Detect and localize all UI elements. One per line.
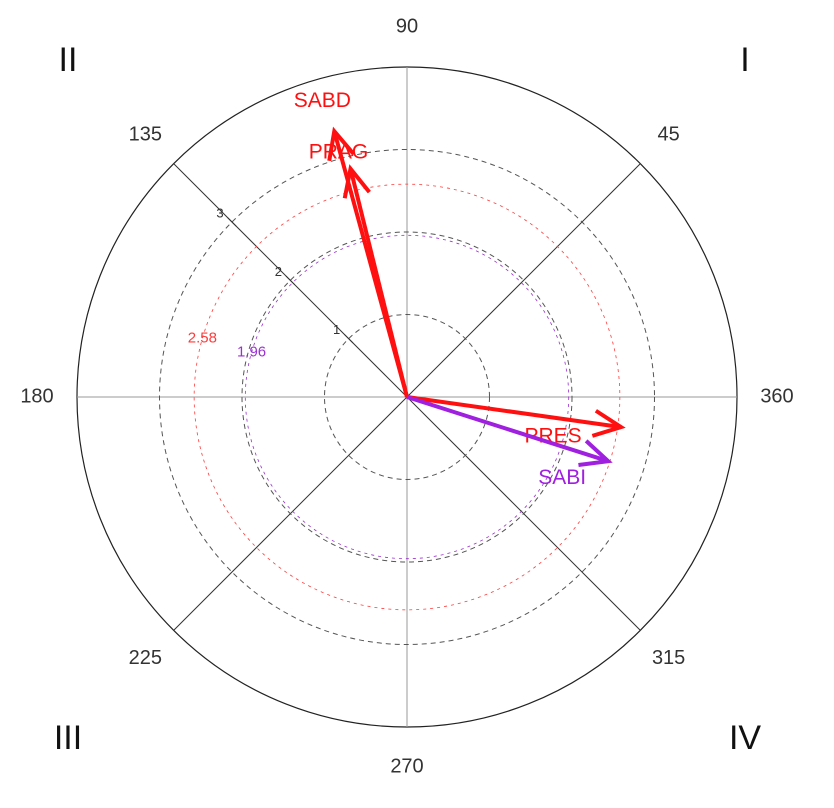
quadrant-label: II [59,41,78,79]
quadrant-label: I [740,41,749,79]
radial-tick [227,217,237,227]
vector-label: SABI [538,466,586,489]
angle-label: 180 [20,385,53,407]
angle-label: 45 [658,124,680,146]
vector-label: PRAG [309,140,369,163]
quadrant-label: III [54,719,82,757]
angle-label: 225 [129,647,162,669]
radial-tick [344,334,354,344]
arrowhead [578,439,613,468]
radial-tick-label: 3 [216,205,223,220]
threshold-circle [193,183,621,611]
angle-label: 90 [396,15,418,37]
vector-label: SABD [294,89,351,112]
vector-label: PRES [524,425,581,448]
vector [406,395,609,464]
radial-grid [241,231,573,563]
angle-label: 360 [760,385,793,407]
angle-label: 315 [652,647,685,669]
threshold-circle [244,234,570,560]
arrowhead [342,164,371,199]
vector [406,395,622,430]
arrowhead [327,126,356,162]
spoke [406,163,641,398]
arrowhead [591,409,626,438]
vector [348,168,409,398]
radial-tick-label: 1 [333,322,340,337]
radial-tick [285,275,295,285]
quadrant-label: IV [729,719,761,757]
threshold-label: 1.96 [237,343,266,360]
threshold-label: 2.58 [188,329,217,346]
radial-tick-label: 2 [275,264,282,279]
radial-grid [324,314,490,480]
angle-label: 135 [129,124,162,146]
radial-grid [159,149,655,645]
angle-label: 270 [390,755,423,777]
